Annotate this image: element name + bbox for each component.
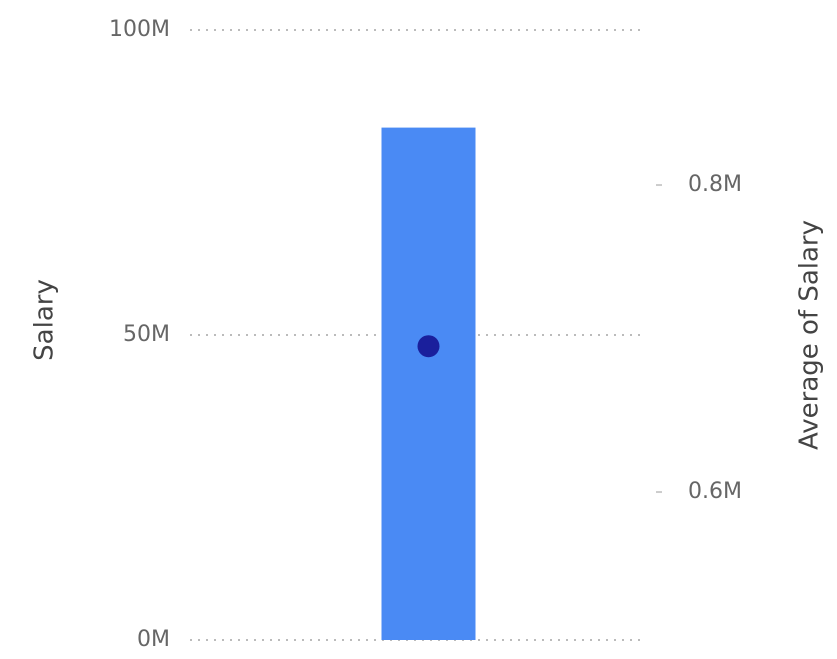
bar [381,127,476,641]
point [417,335,440,358]
y2-tick-label: 0.6M [688,479,742,504]
y-tick-label: 0M [137,627,170,652]
y-tick-label: 100M [109,17,170,42]
y2-tick-label: 0.8M [688,172,742,197]
y2-axis-title: Average of Salary [795,220,825,450]
y-tick-label: 50M [123,322,170,347]
y-axis-title: Salary [30,279,60,361]
